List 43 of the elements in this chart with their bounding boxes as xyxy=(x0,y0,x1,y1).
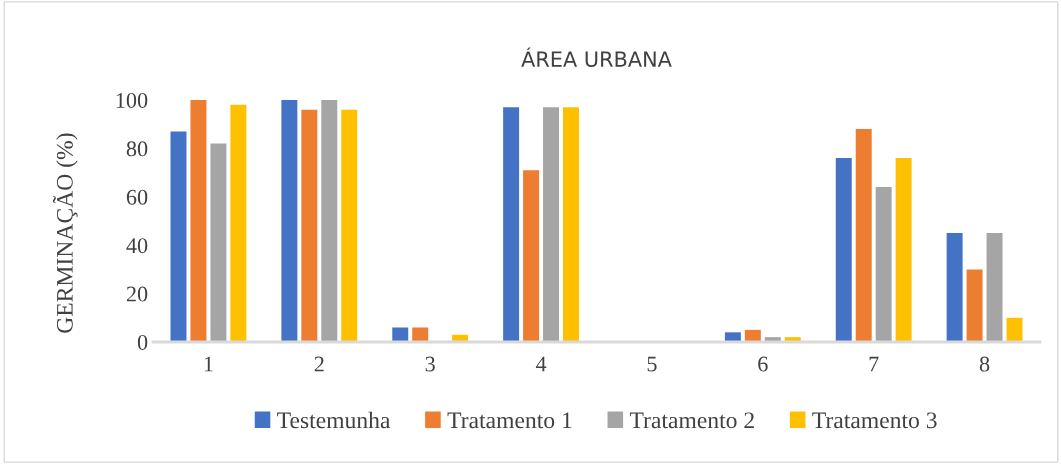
bar xyxy=(946,233,963,342)
y-tick-label: 60 xyxy=(126,189,148,205)
bar xyxy=(543,107,560,342)
y-tick-label: 0 xyxy=(137,334,148,350)
bar xyxy=(855,129,872,342)
x-tick-label: 1 xyxy=(204,356,213,372)
bar xyxy=(230,104,247,342)
y-tick-label: 40 xyxy=(126,238,148,254)
bar xyxy=(966,269,983,342)
bar xyxy=(724,332,741,342)
bar xyxy=(190,100,207,342)
bar xyxy=(341,109,358,342)
x-tick-label: 3 xyxy=(425,356,435,372)
legend-label: Tratamento 1 xyxy=(447,412,572,429)
x-tick-label: 4 xyxy=(535,356,547,372)
x-tick-label: 7 xyxy=(869,356,879,372)
bar xyxy=(835,158,852,342)
legend-label: Tratamento 2 xyxy=(629,412,754,429)
bar xyxy=(986,233,1003,342)
bar xyxy=(895,158,912,342)
bar xyxy=(875,187,892,342)
legend-label: Tratamento 3 xyxy=(812,412,937,429)
legend-label: Testemunha xyxy=(277,411,391,429)
bar xyxy=(744,329,761,342)
y-axis-title: GERMINAÇÃO (%) xyxy=(52,133,78,333)
y-tick-label: 100 xyxy=(116,92,148,108)
y-tick-label: 20 xyxy=(126,286,148,302)
bar xyxy=(563,107,579,342)
bar xyxy=(503,107,520,342)
chart-title: ÁREA URBANA xyxy=(521,47,672,67)
x-tick-label: 2 xyxy=(314,356,324,372)
y-tick-label: 80 xyxy=(126,141,148,157)
x-tick-label: 6 xyxy=(758,356,768,372)
bar xyxy=(412,327,429,342)
x-tick-label: 8 xyxy=(979,356,990,372)
bar xyxy=(523,170,540,342)
bar xyxy=(392,327,409,342)
bar xyxy=(281,100,298,342)
bar xyxy=(210,143,227,342)
bar xyxy=(321,100,338,342)
bar xyxy=(170,131,187,342)
bar xyxy=(301,109,318,342)
x-tick-label: 5 xyxy=(647,356,657,372)
